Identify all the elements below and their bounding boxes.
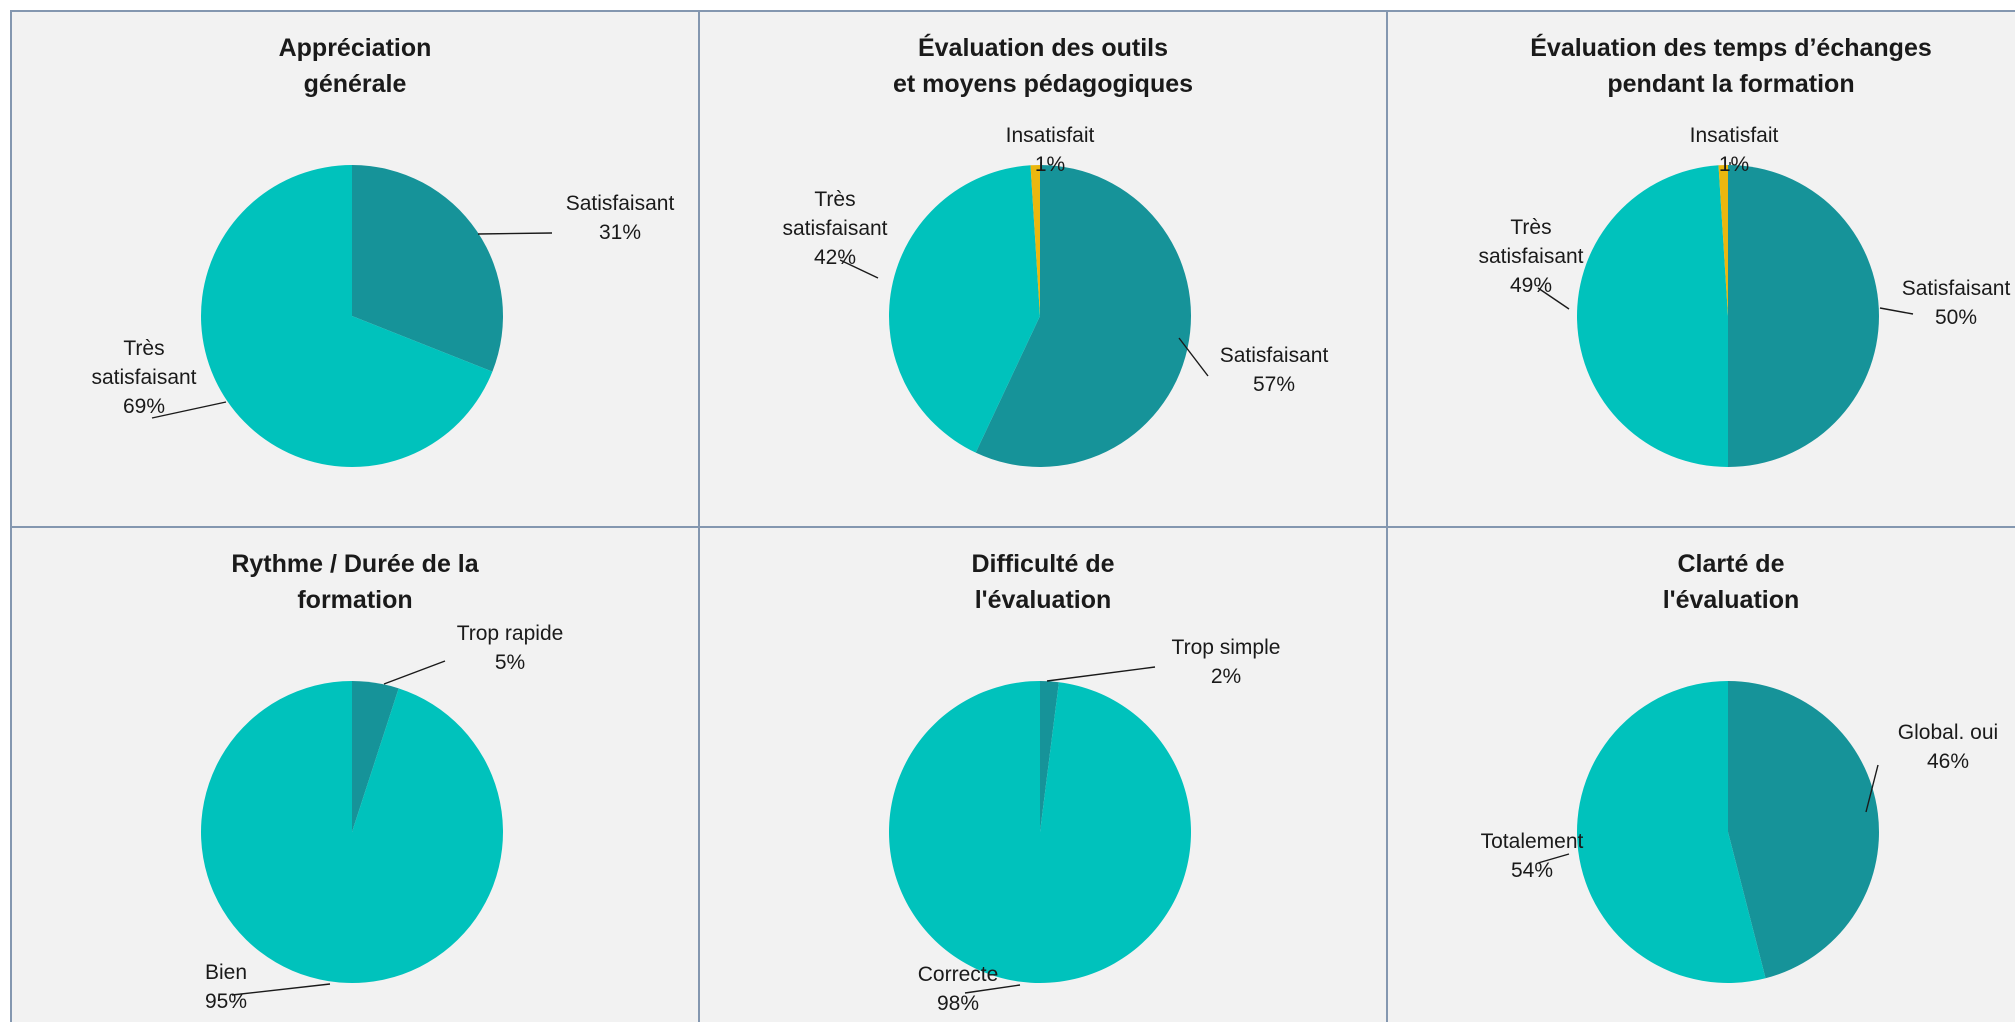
pie-slice (1728, 681, 1879, 979)
slice-percent-label: 57% (1253, 373, 1295, 396)
chart-panel-appreciation-generale: Appréciation générale Satisfaisant 31% Trè… (12, 12, 700, 528)
pie-slice (975, 165, 1191, 467)
pie-chart: Satisfaisant 57% Très satisfaisant 42% Insati… (782, 124, 1329, 467)
slice-percent-label: 2% (1211, 665, 1241, 688)
chart-panel-difficulte-evaluation: Difficulté de l'évaluation Trop simple 2%… (700, 528, 1388, 1022)
slice-category-label: Très (814, 188, 855, 211)
pie-slice (889, 165, 1040, 453)
leader-line (1879, 307, 1914, 315)
leader-line (1537, 853, 1570, 864)
chart-title-line: Évaluation des temps d’échanges (1530, 34, 1932, 62)
slice-percent-label: 49% (1510, 274, 1552, 297)
pie-slice (1030, 165, 1040, 316)
pie-slice (1728, 165, 1879, 467)
pie-slice (1576, 165, 1728, 467)
leader-line (477, 232, 553, 235)
slice-category-label: satisfaisant (782, 217, 887, 240)
slice-category-label: Insatisfait (1006, 124, 1095, 147)
chart-title-line: Appréciation (278, 34, 432, 62)
slice-percent-label: 50% (1935, 306, 1977, 329)
slice-category-label: Totalement (1481, 830, 1584, 853)
slice-category-label: satisfaisant (1478, 245, 1583, 268)
slice-percent-label: 1% (1719, 153, 1749, 176)
pie-slice (1576, 681, 1766, 983)
leader-line (151, 401, 227, 419)
pie-slice (1718, 165, 1728, 316)
slice-category-label: Trop rapide (457, 622, 564, 645)
slice-percent-label: 1% (1035, 153, 1065, 176)
chart-grid: Appréciation générale Satisfaisant 31% Trè… (10, 10, 2015, 1022)
chart-panel-temps-echanges: Évaluation des temps d’échanges pendant … (1388, 12, 2015, 528)
slice-category-label: Très (1510, 216, 1551, 239)
slice-category-label: Trop simple (1172, 636, 1281, 659)
leader-line (839, 259, 879, 279)
chart-title-line: générale (303, 70, 407, 98)
chart-panel-clarte-evaluation: Clarté de l'évaluation Global. oui 46% Tot… (1388, 528, 2015, 1022)
leader-line (964, 984, 1021, 994)
slice-percent-label: 46% (1927, 750, 1969, 773)
chart-title: Appréciation générale (12, 30, 698, 102)
slice-category-label: Satisfaisant (1220, 344, 1329, 367)
chart-title: Rythme / Durée de la formation (12, 546, 698, 618)
chart-title: Difficulté de l'évaluation (700, 546, 1386, 618)
slice-category-label: satisfaisant (91, 366, 196, 389)
leader-line (1178, 337, 1209, 377)
pie-slice (352, 681, 399, 832)
chart-title: Évaluation des temps d’échanges pendant … (1388, 30, 2015, 102)
chart-panel-outils-moyens: Évaluation des outils et moyens pédagogi… (700, 12, 1388, 528)
chart-title-line: et moyens pédagogiques (892, 70, 1194, 98)
slice-percent-label: 54% (1511, 859, 1553, 882)
chart-title-line: formation (297, 586, 413, 614)
slice-category-label: Global. oui (1898, 721, 1998, 744)
leader-line (1046, 666, 1156, 682)
leader-line (1537, 287, 1570, 310)
slice-percent-label: 42% (814, 246, 856, 269)
pie-slice (200, 165, 493, 467)
slice-category-label: Très (123, 337, 164, 360)
leader-line (1865, 764, 1879, 813)
pie-chart: Global. oui 46% Totalement 54% (1481, 681, 1998, 983)
slice-percent-label: 69% (123, 395, 165, 418)
leader-line (383, 660, 446, 685)
slice-percent-label: 31% (599, 221, 641, 244)
chart-title-line: Clarté de (1677, 550, 1785, 578)
chart-title-line: Évaluation des outils (917, 34, 1169, 62)
slice-percent-label: 98% (937, 992, 979, 1015)
slice-percent-label: 95% (205, 990, 247, 1013)
chart-title: Évaluation des outils et moyens pédagogi… (700, 30, 1386, 102)
chart-title-line: Rythme / Durée de la (231, 550, 479, 578)
pie-chart: Trop rapide 5% Bien 95% (201, 622, 564, 1013)
slice-category-label: Bien (205, 961, 247, 984)
slice-category-label: Satisfaisant (1902, 277, 2011, 300)
chart-title-line: Difficulté de (971, 550, 1115, 578)
pie-slice (201, 681, 503, 983)
pie-chart: Trop simple 2% Correcte 98% (888, 636, 1281, 1015)
chart-title-line: pendant la formation (1607, 70, 1855, 98)
chart-title: Clarté de l'évaluation (1388, 546, 2015, 618)
chart-title-line: l'évaluation (1662, 586, 1800, 614)
chart-panel-rythme-duree: Rythme / Durée de la formation Trop rapi… (12, 528, 700, 1022)
slice-category-label: Satisfaisant (566, 192, 675, 215)
slice-percent-label: 5% (495, 651, 525, 674)
pie-slice (352, 165, 503, 372)
leader-line (231, 983, 331, 996)
pie-chart: Satisfaisant 50% Très satisfaisant 49% Insati… (1478, 124, 2011, 467)
pie-slice (1040, 681, 1059, 832)
chart-title-line: l'évaluation (974, 586, 1112, 614)
slice-category-label: Correcte (918, 963, 999, 986)
pie-slice (888, 681, 1191, 983)
slice-category-label: Insatisfait (1690, 124, 1779, 147)
pie-chart: Satisfaisant 31% Très satisfaisant 69% (91, 165, 675, 467)
